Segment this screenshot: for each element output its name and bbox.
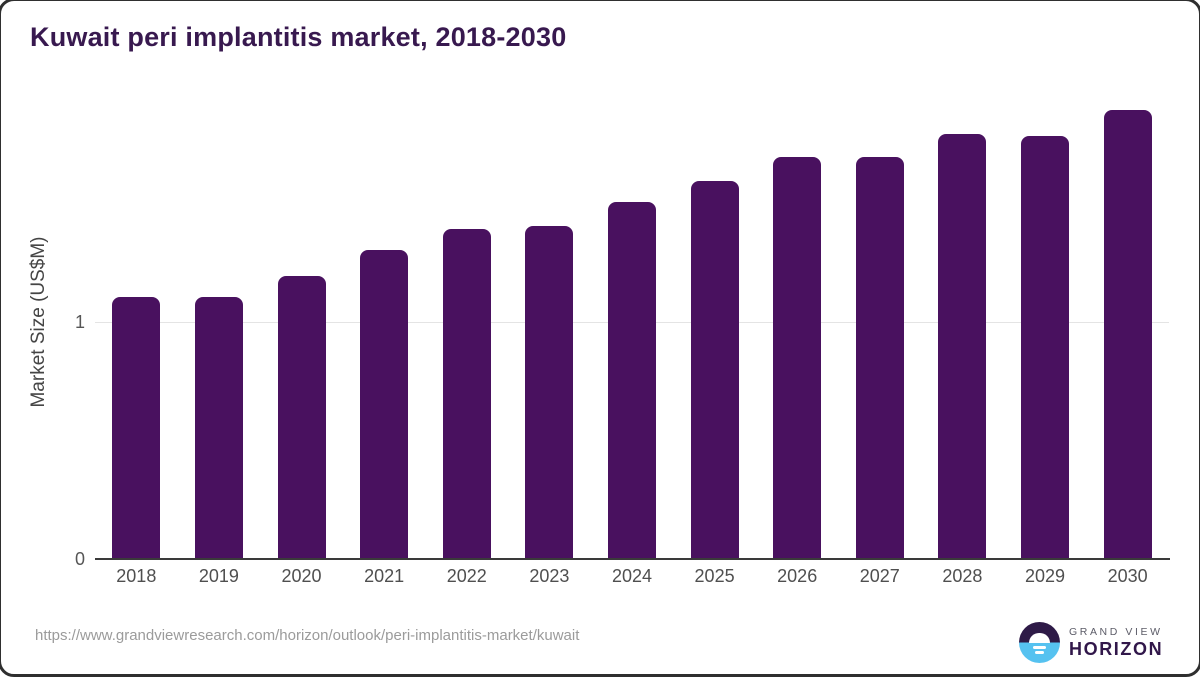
source-url: https://www.grandviewresearch.com/horizo… [35,627,580,644]
bar-2029 [1004,98,1087,558]
y-axis-title: Market Size (US$M) [28,236,49,408]
bar-2020 [260,98,343,558]
grand-view-horizon-logo: GRAND VIEW HORIZON [1019,622,1163,663]
bar-2025 [673,98,756,558]
x-tick-label-2026: 2026 [777,566,818,586]
bar-2024 [591,98,674,558]
bar-2018 [95,98,178,558]
logo-grand-view-text: GRAND VIEW [1069,625,1163,638]
bar-2027 [838,98,921,558]
y-tick-label-1: 1 [74,312,85,332]
x-tick-label-2023: 2023 [529,566,570,586]
bar-2021 [343,98,426,558]
bar-2030 [1086,98,1169,558]
x-tick-label-2027: 2027 [859,566,900,586]
bar-2028 [921,98,1004,558]
bar-2019 [178,98,261,558]
x-axis-labels: 2018 2019 2020 2021 2022 2023 2024 2025 2026 2027… [95,566,1169,587]
x-tick-label-2019: 2019 [198,566,239,586]
horizon-sun-icon [1019,622,1060,663]
bar-series [95,98,1169,558]
x-tick-label-2022: 2022 [446,566,487,586]
x-tick-label-2020: 2020 [281,566,322,586]
bar-2022 [425,98,508,558]
bar-2023 [508,98,591,558]
x-tick-label-2024: 2024 [611,566,652,586]
x-tick-label-2018: 2018 [116,566,157,586]
x-axis-line [95,558,1170,560]
x-tick-label-2028: 2028 [942,566,983,586]
x-tick-label-2025: 2025 [694,566,735,586]
y-tick-label-0: 0 [74,549,85,569]
logo-horizon-text: HORIZON [1069,638,1164,659]
chart-title: Kuwait peri implantitis market, 2018-203… [30,22,567,52]
x-tick-label-2029: 2029 [1024,566,1066,586]
x-tick-label-2030: 2030 [1107,566,1148,586]
bar-2026 [756,98,839,558]
x-tick-label-2021: 2021 [364,566,405,586]
